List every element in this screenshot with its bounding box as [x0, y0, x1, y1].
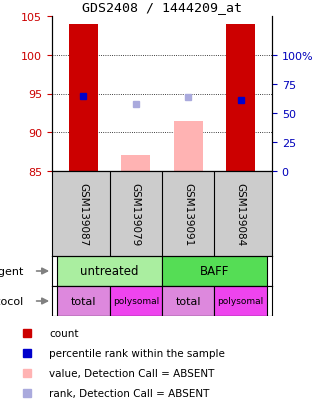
Title: GDS2408 / 1444209_at: GDS2408 / 1444209_at — [82, 1, 242, 14]
Text: GSM139087: GSM139087 — [78, 183, 88, 246]
Text: polysomal: polysomal — [218, 297, 264, 306]
Text: count: count — [49, 328, 79, 338]
Text: percentile rank within the sample: percentile rank within the sample — [49, 348, 225, 358]
Text: polysomal: polysomal — [113, 297, 159, 306]
Text: GSM139084: GSM139084 — [236, 183, 245, 246]
Text: agent: agent — [0, 266, 23, 276]
Bar — [69, 25, 98, 171]
Bar — [57, 286, 110, 316]
Text: GSM139091: GSM139091 — [183, 183, 193, 246]
Bar — [162, 286, 214, 316]
Text: total: total — [71, 296, 96, 306]
Text: untreated: untreated — [80, 265, 139, 278]
Text: BAFF: BAFF — [200, 265, 229, 278]
Bar — [57, 256, 162, 286]
Text: GSM139079: GSM139079 — [131, 183, 141, 246]
Text: total: total — [175, 296, 201, 306]
Bar — [214, 286, 267, 316]
Bar — [226, 25, 255, 171]
Bar — [110, 286, 162, 316]
Bar — [174, 121, 203, 171]
Text: value, Detection Call = ABSENT: value, Detection Call = ABSENT — [49, 368, 215, 378]
Bar — [121, 155, 150, 171]
Text: rank, Detection Call = ABSENT: rank, Detection Call = ABSENT — [49, 388, 210, 398]
Text: protocol: protocol — [0, 296, 23, 306]
Bar — [162, 256, 267, 286]
